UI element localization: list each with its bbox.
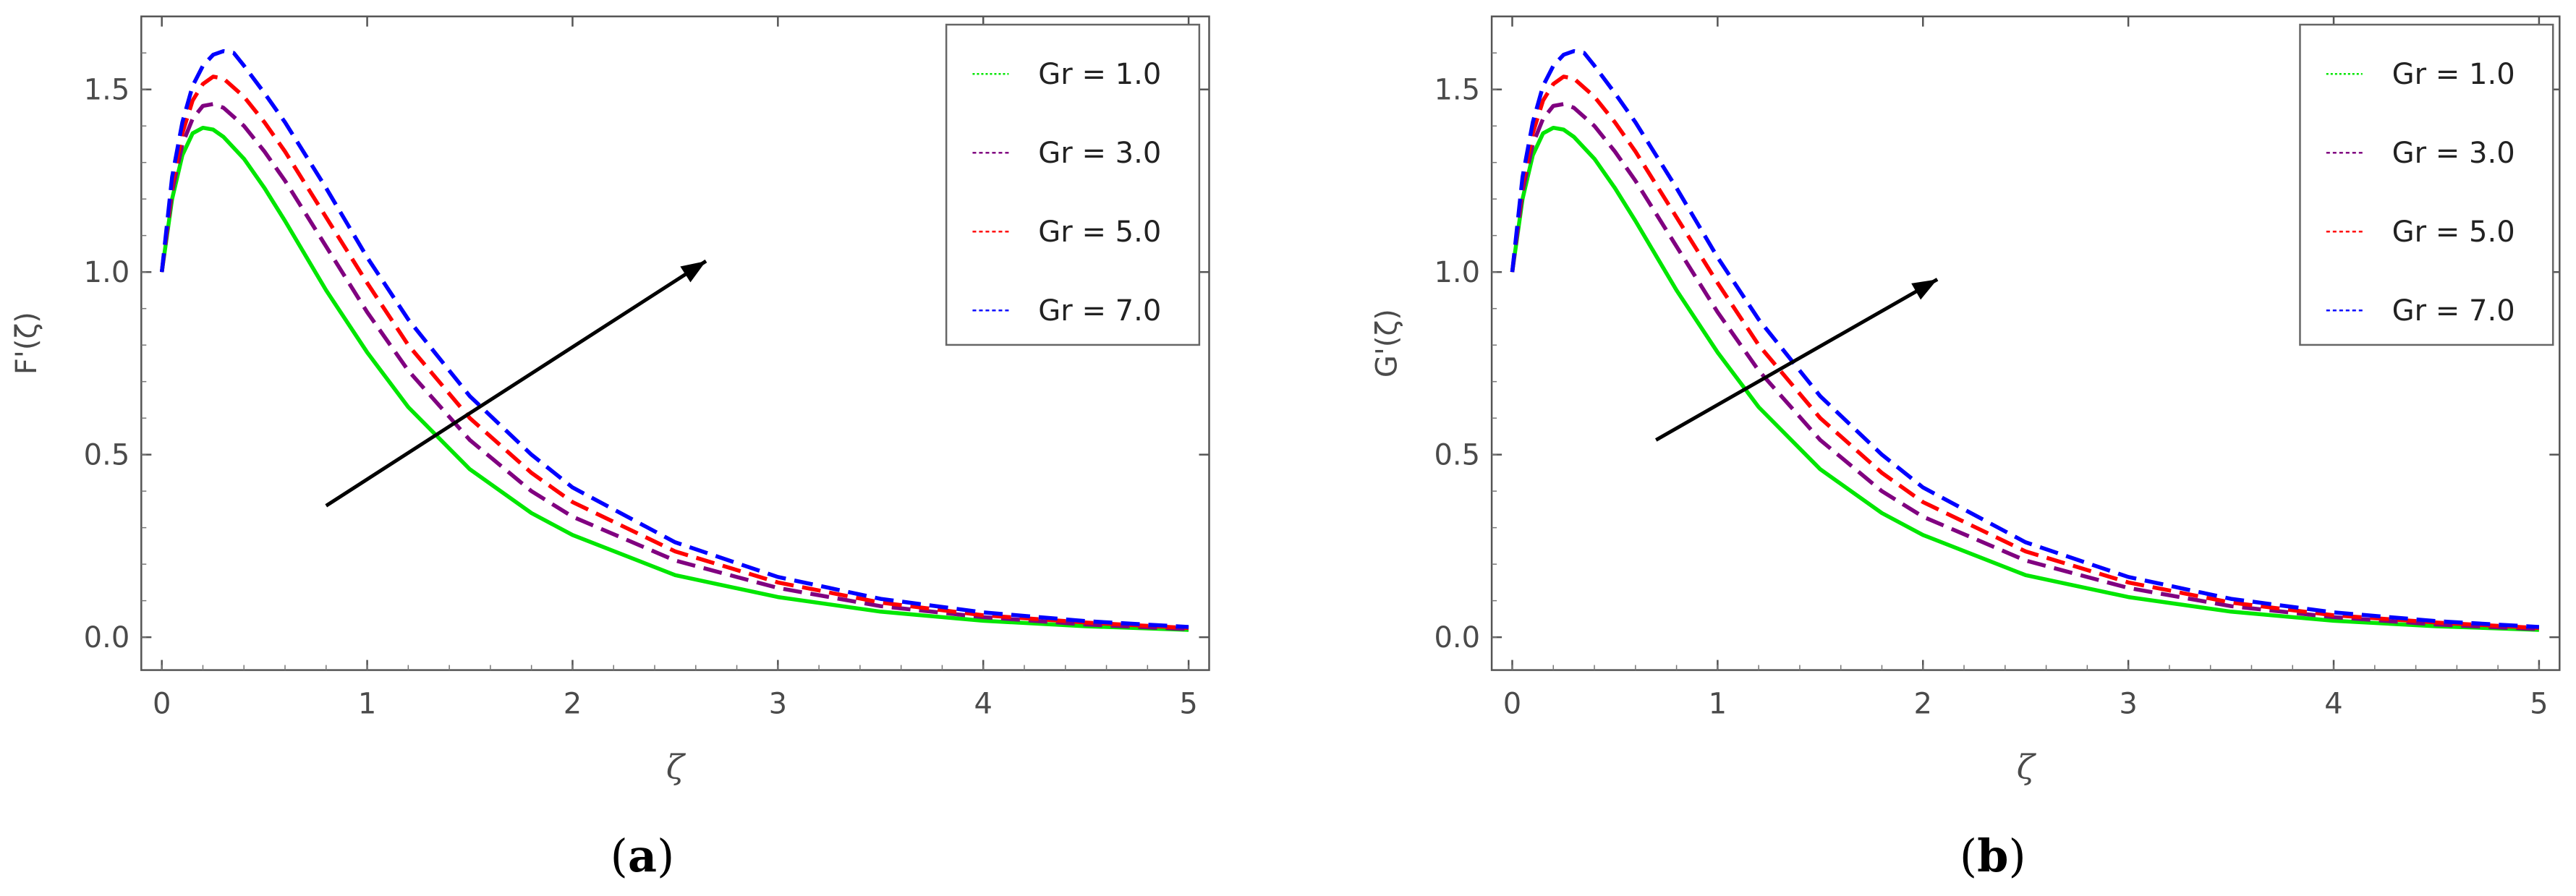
series-line-2 [1510, 102, 2540, 631]
series-line-3 [159, 74, 1189, 631]
series-line-1 [159, 125, 1189, 632]
legend-label-4: Gr = 7.0 [2392, 294, 2515, 328]
plot-area: 0 1 2 3 4 5 0.0 0.5 1.0 1.5 F'(ζ) ζ Gr = 1.0 Gr = 3.0… [10, 15, 1210, 787]
legend: Gr = 1.0 Gr = 3.0 Gr = 5.0 Gr = 7.0 [945, 23, 1201, 346]
x-tick-label: 0 [1503, 688, 1521, 721]
y-tick-label: 1.5 [1434, 74, 1480, 107]
y-tick-label: 0.5 [1434, 439, 1480, 472]
plot-area: 0 1 2 3 4 5 0.0 0.5 1.0 1.5 G'(ζ) ζ Gr = 1.0 Gr = 3.0… [1370, 15, 2561, 787]
series-line-1 [1510, 125, 2539, 632]
y-tick-label: 1.0 [1434, 256, 1480, 289]
caption-part: b [1977, 829, 2008, 882]
series-line-4 [1510, 48, 2540, 629]
trend-arrow-head [680, 261, 706, 283]
series-line-4 [159, 48, 1189, 629]
legend-label-3: Gr = 5.0 [1038, 216, 1161, 249]
y-axis-label: F'(ζ) [10, 312, 43, 375]
series-group [159, 48, 1189, 632]
legend-label-1: Gr = 1.0 [1038, 58, 1161, 91]
caption-part: ) [2008, 829, 2025, 882]
trend-arrow [325, 259, 707, 508]
chart-panel-a: 0 1 2 3 4 5 0.0 0.5 1.0 1.5 F'(ζ) ζ Gr = 1.0 Gr = 3.0… [10, 15, 1210, 882]
x-tick-label: 4 [974, 688, 992, 721]
y-tick-label: 1.0 [84, 256, 130, 289]
trend-arrow-head [1911, 279, 1938, 300]
caption-part: ( [611, 829, 628, 882]
panel-caption: (a) [611, 829, 675, 882]
x-axis-label: ζ [2017, 748, 2037, 787]
legend-label-2: Gr = 3.0 [2392, 137, 2515, 170]
plot-frame [140, 15, 1210, 671]
chart-panel-b: 0 1 2 3 4 5 0.0 0.5 1.0 1.5 G'(ζ) ζ Gr = 1.0 Gr = 3.0… [1288, 0, 2576, 896]
trend-arrow [1654, 278, 1939, 442]
x-axis: 0 1 2 3 4 5 [153, 16, 1198, 721]
chart-a-svg: 0 1 2 3 4 5 0.0 0.5 1.0 1.5 F'(ζ) ζ Gr = 1.0 Gr = 3.0… [10, 15, 1210, 882]
y-tick-label: 0.5 [84, 439, 130, 472]
x-tick-label: 1 [358, 688, 376, 721]
x-tick-label: 2 [564, 688, 582, 721]
x-axis: 0 1 2 3 4 5 [1503, 16, 2549, 721]
caption-part: a [628, 829, 657, 882]
legend-label-3: Gr = 5.0 [2392, 216, 2515, 249]
y-axis: 0.0 0.5 1.0 1.5 [84, 52, 1210, 654]
legend-label-4: Gr = 7.0 [1038, 294, 1161, 328]
x-tick-label: 1 [1709, 688, 1727, 721]
series-line-3 [1510, 74, 2540, 631]
x-tick-label: 0 [153, 688, 171, 721]
series-line-2 [159, 102, 1189, 631]
x-axis-label: ζ [666, 748, 686, 787]
legend-box [945, 23, 1201, 346]
x-tick-label: 5 [2530, 688, 2548, 721]
chart-b-svg: 0 1 2 3 4 5 0.0 0.5 1.0 1.5 G'(ζ) ζ Gr = 1.0 Gr = 3.0… [1370, 15, 2561, 882]
x-tick-label: 5 [1179, 688, 1197, 721]
y-tick-label: 1.5 [84, 74, 130, 107]
panel-caption: (b) [1960, 829, 2026, 882]
legend: Gr = 1.0 Gr = 3.0 Gr = 5.0 Gr = 7.0 [2299, 23, 2554, 346]
legend-label-2: Gr = 3.0 [1038, 137, 1161, 170]
y-axis: 0.0 0.5 1.0 1.5 [1434, 52, 2560, 654]
x-tick-label: 3 [2119, 688, 2137, 721]
caption-part: ) [657, 829, 674, 882]
series-group [1510, 48, 2540, 632]
caption-part: ( [1960, 829, 1977, 882]
plot-frame [1490, 15, 2561, 671]
x-tick-label: 4 [2324, 688, 2342, 721]
legend-label-1: Gr = 1.0 [2392, 58, 2515, 91]
y-tick-label: 0.0 [1434, 621, 1480, 654]
y-axis-label: G'(ζ) [1370, 309, 1403, 377]
y-tick-label: 0.0 [84, 621, 130, 654]
x-tick-label: 2 [1914, 688, 1932, 721]
legend-box [2299, 23, 2554, 346]
x-tick-label: 3 [769, 688, 787, 721]
